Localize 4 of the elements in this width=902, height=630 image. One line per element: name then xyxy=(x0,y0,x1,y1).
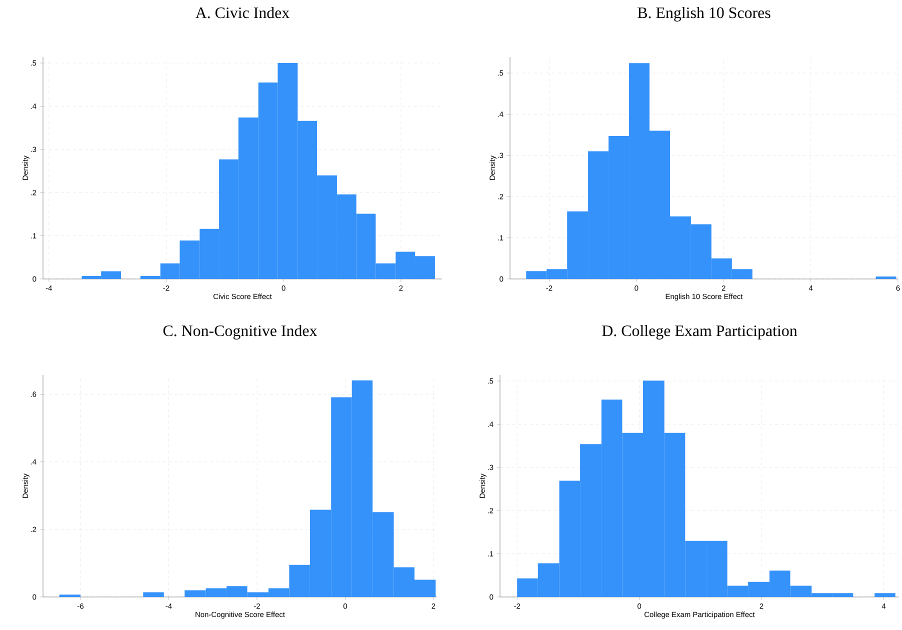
chart-title: A. Civic Index xyxy=(196,6,290,18)
chart-title: B. English 10 Scores xyxy=(638,6,770,22)
chart-title: D. College Exam Participation xyxy=(602,324,798,340)
chart-title: C. Non-Cognitive Index xyxy=(163,324,318,340)
